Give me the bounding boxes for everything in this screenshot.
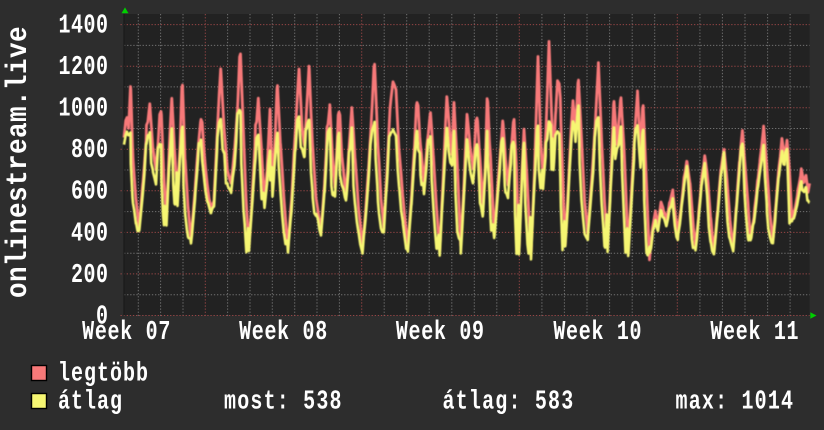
svg-text:Week 11: Week 11 [710,319,799,348]
svg-text:400: 400 [71,220,108,249]
svg-text:Week 08: Week 08 [239,319,328,348]
svg-text:Week 09: Week 09 [396,319,485,348]
svg-text:Week 07: Week 07 [82,319,171,348]
svg-text:legtöbb: legtöbb [58,360,149,389]
svg-text:600: 600 [71,178,108,207]
svg-text:átlag: átlag [58,388,123,417]
svg-text:1200: 1200 [59,54,109,83]
svg-text:max: 1014: max: 1014 [676,388,795,417]
svg-text:0: 0 [96,303,109,332]
svg-text:200: 200 [71,262,108,291]
svg-text:most: 538: most: 538 [224,388,343,417]
svg-text:onlinestream.live: onlinestream.live [3,26,36,298]
svg-text:átlag: 583: átlag: 583 [443,388,575,417]
svg-text:800: 800 [71,137,108,166]
svg-text:1000: 1000 [59,95,109,124]
svg-text:1400: 1400 [59,12,109,41]
svg-text:Week 10: Week 10 [553,319,642,348]
